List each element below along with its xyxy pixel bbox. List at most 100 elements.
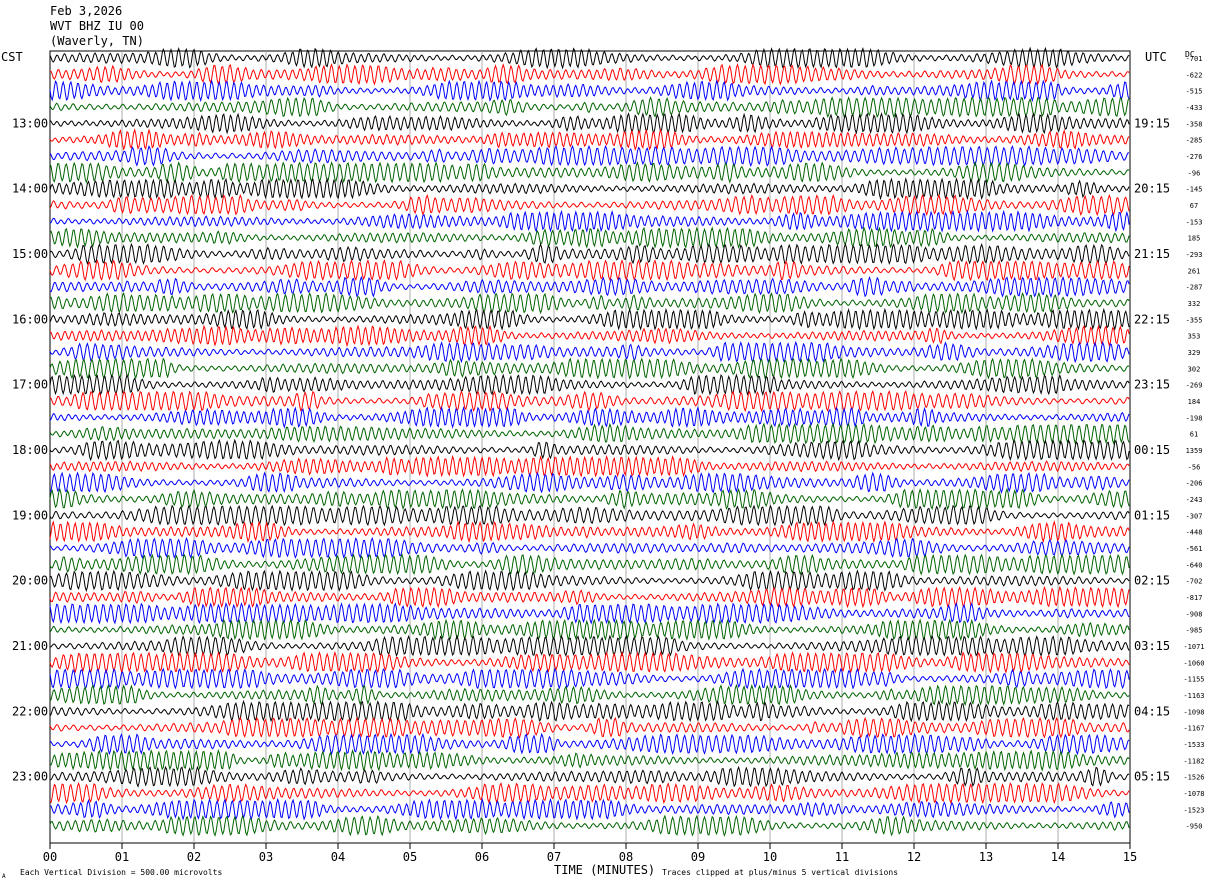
seismic-trace xyxy=(49,569,1130,593)
dc-offset-value: -206 xyxy=(1186,480,1203,488)
utc-hour-label: 22:15 xyxy=(1134,312,1170,326)
clipping-note: Traces clipped at plus/minus 5 vertical … xyxy=(662,868,899,877)
dc-offset-header: DC xyxy=(1185,50,1195,59)
x-tick-label: 03 xyxy=(259,850,273,864)
dc-offset-value: -96 xyxy=(1188,169,1201,177)
seismic-trace xyxy=(49,161,1130,184)
seismic-trace xyxy=(49,259,1130,282)
x-tick-label: 00 xyxy=(43,850,57,864)
utc-hour-label: 03:15 xyxy=(1134,639,1170,653)
x-axis-title: TIME (MINUTES) xyxy=(554,863,656,877)
dc-offset-value: -433 xyxy=(1186,104,1203,112)
dc-offset-value: -561 xyxy=(1186,545,1203,553)
seismic-trace xyxy=(49,193,1130,217)
dc-offset-value: 184 xyxy=(1188,398,1201,406)
seismic-trace xyxy=(49,765,1130,788)
utc-hour-label: 20:15 xyxy=(1134,182,1170,196)
seismic-trace xyxy=(49,553,1130,576)
station-location: (Waverly, TN) xyxy=(50,34,144,48)
seismic-trace xyxy=(49,389,1130,413)
seismic-trace xyxy=(49,520,1130,544)
dc-offset-value: -276 xyxy=(1186,153,1203,161)
dc-offset-value: -56 xyxy=(1188,463,1201,471)
dc-offset-value: 261 xyxy=(1188,267,1201,275)
cst-hour-label: 17:00 xyxy=(12,378,48,392)
cst-hour-label: 19:00 xyxy=(12,508,48,522)
utc-hour-label: 23:15 xyxy=(1134,378,1170,392)
seismic-trace xyxy=(49,602,1130,625)
dc-offset-value: 1359 xyxy=(1186,447,1203,455)
seismic-trace xyxy=(49,46,1130,70)
x-tick-label: 12 xyxy=(907,850,921,864)
dc-offset-value: -1182 xyxy=(1183,757,1204,765)
dc-offset-value: -1167 xyxy=(1183,725,1204,733)
dc-offset-value: 61 xyxy=(1190,431,1198,439)
x-tick-label: 01 xyxy=(115,850,129,864)
utc-hour-label: 00:15 xyxy=(1134,443,1170,457)
dc-offset-value: -1533 xyxy=(1183,741,1204,749)
cst-hour-label: 15:00 xyxy=(12,247,48,261)
seismic-trace xyxy=(49,650,1130,674)
seismic-trace xyxy=(49,357,1130,380)
utc-hour-label: 04:15 xyxy=(1134,704,1170,718)
x-tick-label: 09 xyxy=(691,850,705,864)
x-tick-label: 06 xyxy=(475,850,489,864)
plot-date: Feb 3,2026 xyxy=(50,4,123,18)
seismic-trace xyxy=(49,732,1130,756)
utc-hour-label: 05:15 xyxy=(1134,770,1170,784)
x-tick-label: 08 xyxy=(619,850,633,864)
seismic-trace xyxy=(49,438,1130,462)
cst-hour-label: 18:00 xyxy=(12,443,48,457)
seismic-trace xyxy=(49,634,1130,658)
x-tick-label: 13 xyxy=(979,850,993,864)
dc-offset-value: 67 xyxy=(1190,202,1198,210)
dc-offset-value: -515 xyxy=(1186,88,1203,96)
seismic-trace xyxy=(49,128,1130,152)
seismic-trace xyxy=(49,748,1130,772)
seismic-trace xyxy=(49,683,1130,707)
dc-offset-value: -1523 xyxy=(1183,806,1204,814)
dc-offset-value: -1526 xyxy=(1183,774,1204,782)
seismic-trace xyxy=(49,471,1130,494)
utc-hour-label: 02:15 xyxy=(1134,574,1170,588)
seismic-trace xyxy=(49,324,1130,348)
seismic-trace xyxy=(49,667,1130,690)
cst-hour-label: 22:00 xyxy=(12,704,48,718)
dc-offset-value: -243 xyxy=(1186,496,1203,504)
cst-hour-label: 16:00 xyxy=(12,312,48,326)
seismic-trace xyxy=(49,781,1130,805)
dc-offset-value: -985 xyxy=(1186,627,1203,635)
dc-offset-value: -153 xyxy=(1186,218,1203,226)
seismic-trace xyxy=(49,454,1130,478)
dc-offset-value: 302 xyxy=(1188,365,1201,373)
cst-hour-label: 20:00 xyxy=(12,574,48,588)
station-code: WVT BHZ IU 00 xyxy=(50,19,144,33)
seismic-trace xyxy=(49,814,1130,837)
seismic-trace xyxy=(49,177,1130,201)
cst-hour-label: 13:00 xyxy=(12,116,48,130)
cst-hour-label: 23:00 xyxy=(12,770,48,784)
x-tick-label: 10 xyxy=(763,850,777,864)
vertical-scale-note: Each Vertical Division = 500.00 microvol… xyxy=(20,868,223,877)
dc-offset-value: -702 xyxy=(1186,578,1203,586)
seismic-trace xyxy=(49,487,1130,511)
seismic-trace xyxy=(49,144,1130,168)
seismic-trace xyxy=(49,226,1130,250)
dc-offset-value: -269 xyxy=(1186,382,1203,390)
x-tick-label: 11 xyxy=(835,850,849,864)
dc-offset-value: -198 xyxy=(1186,414,1203,422)
dc-offset-value: -1155 xyxy=(1183,676,1204,684)
seismic-trace xyxy=(49,79,1130,103)
dc-offset-value: -307 xyxy=(1186,512,1203,520)
x-tick-label: 02 xyxy=(187,850,201,864)
dc-offset-value: -701 xyxy=(1186,55,1203,63)
seismic-trace xyxy=(49,96,1130,119)
seismic-trace xyxy=(50,797,1130,821)
seismic-trace xyxy=(49,112,1130,135)
dc-offset-value: -908 xyxy=(1186,610,1203,618)
corner-mark: A xyxy=(2,873,6,880)
dc-offset-value: 185 xyxy=(1188,235,1201,243)
dc-offset-value: -145 xyxy=(1186,186,1203,194)
seismic-trace xyxy=(49,504,1130,527)
